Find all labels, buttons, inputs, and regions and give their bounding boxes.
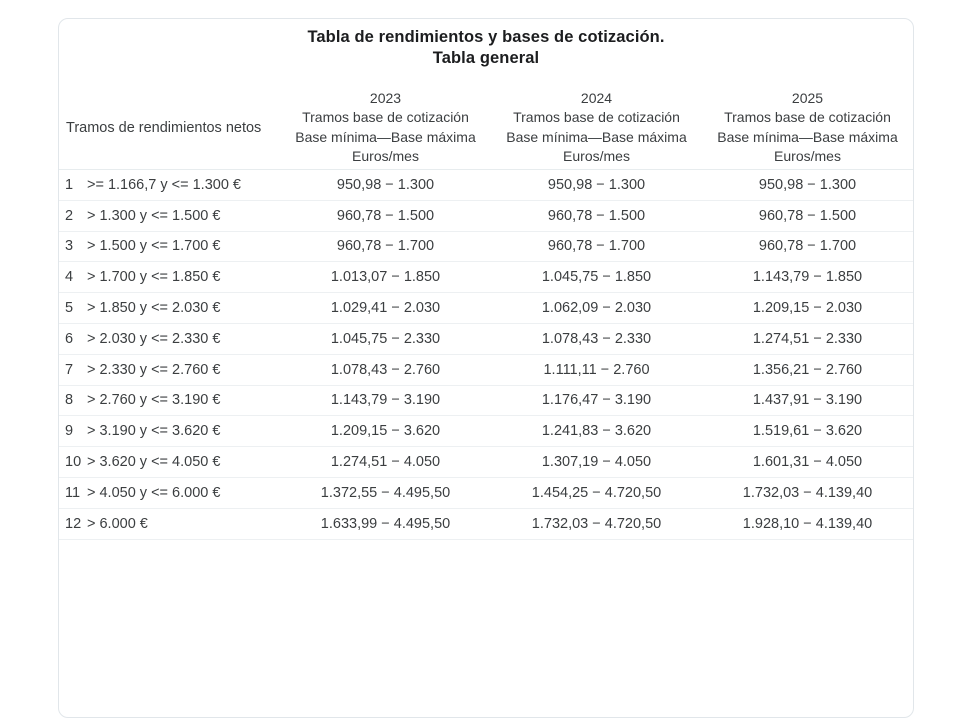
table-row: 10 > 3.620 y <= 4.050 € 1.274,51 − 4.050…: [59, 447, 913, 478]
year-unit: Euros/mes: [774, 148, 841, 164]
base-2023-cell: 960,78 − 1.500: [336, 207, 435, 224]
tramo-cell: >= 1.166,7 y <= 1.300 €: [87, 176, 241, 193]
base-2023-cell: 960,78 − 1.700: [336, 238, 435, 255]
base-2023-cell: 1.209,15 − 3.620: [330, 423, 441, 440]
year-range-label: Base mínima—Base máxima: [717, 128, 898, 145]
year-unit: Euros/mes: [352, 148, 419, 164]
year-range-label: Base mínima—Base máxima: [506, 128, 687, 145]
table-row: 12 > 6.000 € 1.633,99 − 4.495,50 1.732,0…: [59, 509, 913, 540]
row-number: 10: [65, 454, 82, 471]
base-2023-cell: 1.633,99 − 4.495,50: [320, 515, 451, 532]
base-2024-cell: 950,98 − 1.300: [547, 176, 646, 193]
base-2023-cell: 1.274,51 − 4.050: [330, 454, 441, 471]
table-title-line2: Tabla general: [432, 49, 540, 67]
table-row: 11 > 4.050 y <= 6.000 € 1.372,55 − 4.495…: [59, 478, 913, 509]
row-number: 7: [65, 361, 74, 378]
base-2025-cell: 1.601,31 − 4.050: [752, 454, 863, 471]
table-row: 1 >= 1.166,7 y <= 1.300 € 950,98 − 1.300…: [59, 170, 913, 201]
base-2024-cell: 960,78 − 1.700: [547, 238, 646, 255]
base-2025-cell: 950,98 − 1.300: [758, 176, 857, 193]
base-2025-cell: 960,78 − 1.700: [758, 238, 857, 255]
page-title: Tabla de rendimientos y bases de cotizac…: [59, 27, 913, 69]
table-row: 2 > 1.300 y <= 1.500 € 960,78 − 1.500 96…: [59, 201, 913, 232]
row-number: 6: [65, 330, 74, 347]
tramo-cell: > 1.850 y <= 2.030 €: [87, 300, 221, 317]
row-number: 11: [65, 484, 81, 501]
base-2024-cell: 1.045,75 − 1.850: [541, 269, 652, 286]
base-2024-cell: 1.454,25 − 4.720,50: [531, 484, 662, 501]
table-card: Tabla de rendimientos y bases de cotizac…: [58, 18, 914, 718]
base-2023-cell: 1.372,55 − 4.495,50: [320, 484, 451, 501]
year-label: 2023: [369, 89, 402, 106]
base-2025-cell: 1.928,10 − 4.139,40: [742, 515, 873, 532]
table-header-row: Tramos de rendimientos netos 2023 Tramos…: [59, 86, 913, 170]
base-2024-cell: 1.176,47 − 3.190: [541, 392, 652, 409]
column-header-tramos: Tramos de rendimientos netos: [66, 119, 262, 136]
row-number: 2: [65, 207, 74, 224]
row-number: 4: [65, 269, 74, 286]
tramo-cell: > 4.050 y <= 6.000 €: [87, 484, 221, 501]
base-2025-cell: 1.209,15 − 2.030: [752, 300, 863, 317]
row-number: 3: [65, 238, 74, 255]
table-row: 9 > 3.190 y <= 3.620 € 1.209,15 − 3.620 …: [59, 416, 913, 448]
base-2024-cell: 1.732,03 − 4.720,50: [531, 515, 662, 532]
column-header-2023: 2023 Tramos base de cotización Base míni…: [280, 89, 491, 167]
tramo-cell: > 3.620 y <= 4.050 €: [87, 454, 221, 471]
tramo-cell: > 2.760 y <= 3.190 €: [87, 392, 221, 409]
base-2025-cell: 1.732,03 − 4.139,40: [742, 484, 873, 501]
row-number: 5: [65, 300, 74, 317]
table-row: 4 > 1.700 y <= 1.850 € 1.013,07 − 1.850 …: [59, 262, 913, 294]
base-2023-cell: 1.045,75 − 2.330: [330, 330, 441, 347]
base-2023-cell: 1.029,41 − 2.030: [330, 300, 441, 317]
table-body: 1 >= 1.166,7 y <= 1.300 € 950,98 − 1.300…: [59, 170, 913, 540]
table-row: 5 > 1.850 y <= 2.030 € 1.029,41 − 2.030 …: [59, 293, 913, 324]
table-title-line1: Tabla de rendimientos y bases de cotizac…: [307, 28, 665, 46]
base-2025-cell: 1.437,91 − 3.190: [752, 392, 863, 409]
column-header-2025: 2025 Tramos base de cotización Base míni…: [702, 89, 913, 167]
base-2023-cell: 950,98 − 1.300: [336, 176, 435, 193]
base-2024-cell: 1.241,83 − 3.620: [541, 423, 652, 440]
base-2023-cell: 1.078,43 − 2.760: [330, 361, 441, 378]
base-2024-cell: 1.062,09 − 2.030: [541, 300, 652, 317]
base-2023-cell: 1.013,07 − 1.850: [330, 269, 441, 286]
base-2025-cell: 1.356,21 − 2.760: [752, 361, 863, 378]
row-number: 1: [65, 176, 74, 193]
tramo-cell: > 3.190 y <= 3.620 €: [87, 423, 221, 440]
row-number: 12: [65, 515, 82, 532]
tramo-cell: > 6.000 €: [87, 515, 148, 532]
base-2024-cell: 1.307,19 − 4.050: [541, 454, 652, 471]
column-header-2024: 2024 Tramos base de cotización Base míni…: [491, 89, 702, 167]
year-subtitle: Tramos base de cotización: [724, 109, 891, 125]
row-number: 8: [65, 392, 74, 409]
base-2025-cell: 960,78 − 1.500: [758, 207, 857, 224]
table-row: 6 > 2.030 y <= 2.330 € 1.045,75 − 2.330 …: [59, 324, 913, 355]
tramo-cell: > 1.500 y <= 1.700 €: [87, 238, 221, 255]
year-label: 2025: [791, 89, 824, 106]
base-2025-cell: 1.519,61 − 3.620: [752, 423, 863, 440]
base-2024-cell: 1.111,11 − 2.760: [543, 361, 650, 378]
year-range-label: Base mínima—Base máxima: [295, 128, 476, 145]
year-label: 2024: [580, 89, 613, 106]
base-2024-cell: 960,78 − 1.500: [547, 207, 646, 224]
base-2024-cell: 1.078,43 − 2.330: [541, 330, 652, 347]
tramo-cell: > 2.030 y <= 2.330 €: [87, 330, 221, 347]
year-unit: Euros/mes: [563, 148, 630, 164]
year-subtitle: Tramos base de cotización: [513, 109, 680, 125]
base-2025-cell: 1.143,79 − 1.850: [752, 269, 863, 286]
base-2023-cell: 1.143,79 − 3.190: [330, 392, 441, 409]
table-row: 7 > 2.330 y <= 2.760 € 1.078,43 − 2.760 …: [59, 355, 913, 386]
tramo-cell: > 1.300 y <= 1.500 €: [87, 207, 221, 224]
tramo-cell: > 1.700 y <= 1.850 €: [87, 269, 221, 286]
tramo-cell: > 2.330 y <= 2.760 €: [87, 361, 221, 378]
row-number: 9: [65, 423, 74, 440]
year-subtitle: Tramos base de cotización: [302, 109, 469, 125]
table-row: 3 > 1.500 y <= 1.700 € 960,78 − 1.700 96…: [59, 232, 913, 263]
table-row: 8 > 2.760 y <= 3.190 € 1.143,79 − 3.190 …: [59, 386, 913, 417]
base-2025-cell: 1.274,51 − 2.330: [752, 330, 863, 347]
